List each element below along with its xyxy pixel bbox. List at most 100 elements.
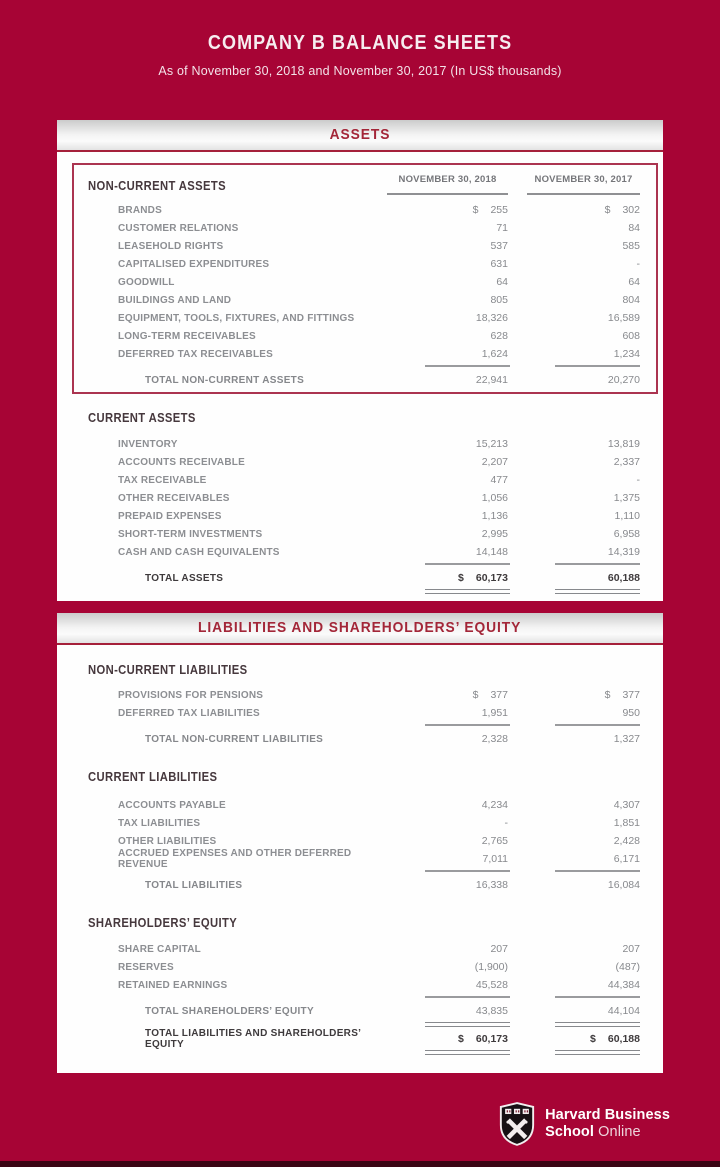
amount: (1,900): [474, 961, 508, 973]
value-2017: -: [527, 258, 641, 270]
liabilities-panel: LIABILITIES AND SHAREHOLDERS’ EQUITY NON…: [57, 613, 663, 1073]
value-2018: 4,234: [387, 799, 508, 811]
amount: 2,765: [481, 835, 508, 847]
amount: 15,213: [475, 438, 508, 450]
amount: 44,104: [607, 1005, 640, 1017]
column-header-2017: NOVEMBER 30, 2017: [527, 174, 640, 195]
row-label: ACCRUED EXPENSES AND OTHER DEFERRED REVE…: [118, 848, 352, 870]
amount: 44,384: [607, 979, 640, 991]
row-label: CAPITALISED EXPENDITURES: [118, 258, 270, 270]
value-2017: 2,428: [527, 835, 640, 847]
table-row: LONG-TERM RECEIVABLES 628 608: [57, 327, 663, 345]
amount: 14,148: [475, 546, 508, 558]
row-label: EQUIPMENT, TOOLS, FIXTURES, AND FITTINGS: [118, 312, 355, 324]
row-label: INVENTORY: [118, 438, 178, 450]
total-label: TOTAL LIABILITIES: [145, 879, 243, 891]
row-label: TAX RECEIVABLE: [118, 474, 207, 486]
value-2017: 4,307: [527, 799, 640, 811]
section-head-current-assets: CURRENT ASSETS: [57, 409, 663, 427]
logo-line1: Harvard Business: [545, 1107, 670, 1123]
table-row: EQUIPMENT, TOOLS, FIXTURES, AND FITTINGS…: [57, 309, 663, 327]
row-label: TAX LIABILITIES: [118, 817, 201, 829]
amount: 628: [490, 330, 508, 342]
value-2017: 1,234: [527, 348, 640, 360]
amount: 2,328: [481, 733, 508, 745]
table-row: CUSTOMER RELATIONS 71 84: [57, 219, 663, 237]
value-2018: -: [387, 817, 509, 829]
total-row: TOTAL LIABILITIES 16,338 16,084: [57, 876, 663, 894]
currency-symbol: $: [458, 572, 464, 584]
table-row: ACCRUED EXPENSES AND OTHER DEFERRED REVE…: [57, 848, 663, 870]
amount: 608: [622, 330, 640, 342]
total-label: TOTAL SHAREHOLDERS’ EQUITY: [145, 1005, 314, 1017]
amount: 71: [496, 222, 508, 234]
single-rule: [57, 870, 663, 873]
current-liabilities-rows: ACCOUNTS PAYABLE 4,234 4,307 TAX LIABILI…: [57, 796, 663, 870]
noncurrent-assets-rows: BRANDS $255 $302 CUSTOMER RELATIONS 71 8…: [57, 201, 663, 363]
value-2017: $377: [527, 689, 640, 701]
total-row: TOTAL NON-CURRENT ASSETS 22,941 20,270: [57, 371, 663, 389]
table-row: BRANDS $255 $302: [57, 201, 663, 219]
table-row: CASH AND CASH EQUIVALENTS 14,148 14,319: [57, 543, 663, 561]
value-2017: 14,319: [527, 546, 640, 558]
table-row: BUILDINGS AND LAND 805 804: [57, 291, 663, 309]
amount: 1,951: [481, 707, 508, 719]
value-2017: 1,327: [527, 733, 640, 745]
hbs-shield-icon: [499, 1102, 535, 1146]
amount: -: [504, 817, 509, 829]
amount: (487): [615, 961, 640, 973]
amount: 43,835: [475, 1005, 508, 1017]
value-2018: 7,011: [387, 853, 509, 865]
row-label: OTHER LIABILITIES: [118, 835, 217, 847]
value-2017: 16,084: [527, 879, 640, 891]
amount: 377: [490, 689, 508, 701]
value-2018: (1,900): [387, 961, 508, 973]
table-row: RETAINED EARNINGS 45,528 44,384: [57, 976, 663, 994]
single-rule: [57, 365, 663, 368]
amount: 2,207: [481, 456, 508, 468]
section-head-shareholders-equity: SHAREHOLDERS’ EQUITY: [57, 914, 663, 932]
table-row: RESERVES (1,900) (487): [57, 958, 663, 976]
value-2018: 805: [387, 294, 508, 306]
value-2017: (487): [527, 961, 640, 973]
amount: 45,528: [475, 979, 508, 991]
double-rule: [57, 1050, 663, 1055]
value-2017: 207: [527, 943, 640, 955]
value-2017: 6,958: [527, 528, 640, 540]
value-2018: 18,326: [387, 312, 508, 324]
page-subtitle: As of November 30, 2018 and November 30,…: [158, 64, 562, 78]
section-title: CURRENT ASSETS: [88, 411, 196, 425]
row-label: ACCOUNTS RECEIVABLE: [118, 456, 245, 468]
currency-symbol: $: [604, 689, 611, 701]
amount: 1,851: [613, 817, 640, 829]
row-label: SHORT-TERM INVESTMENTS: [118, 528, 263, 540]
value-2018: 2,328: [387, 733, 508, 745]
row-label: SHARE CAPITAL: [118, 943, 201, 955]
amount: 1,234: [613, 348, 640, 360]
amount: 4,307: [613, 799, 640, 811]
row-label: PREPAID EXPENSES: [118, 510, 222, 522]
row-label: DEFERRED TAX LIABILITIES: [118, 707, 260, 719]
grand-total-row: TOTAL LIABILITIES AND SHAREHOLDERS’ EQUI…: [57, 1028, 663, 1050]
table-row: OTHER LIABILITIES 2,765 2,428: [57, 832, 663, 850]
row-label: DEFERRED TAX RECEIVABLES: [118, 348, 274, 360]
value-2018: 64: [387, 276, 508, 288]
value-2017: 2,337: [527, 456, 640, 468]
amount: 805: [490, 294, 508, 306]
row-label: CUSTOMER RELATIONS: [118, 222, 239, 234]
amount: 7,011: [482, 853, 509, 865]
section-title: CURRENT LIABILITIES: [88, 770, 218, 784]
value-2017: 84: [527, 222, 640, 234]
value-2018: 43,835: [387, 1005, 508, 1017]
amount: 1,136: [481, 510, 508, 522]
value-2018: 2,207: [387, 456, 508, 468]
value-2018: 628: [387, 330, 508, 342]
section-title: NON-CURRENT ASSETS: [88, 179, 226, 193]
section-head-noncurrent-liabilities: NON-CURRENT LIABILITIES: [57, 661, 663, 679]
amount: 255: [490, 204, 508, 216]
table-row: TAX RECEIVABLE 477 -: [57, 471, 663, 489]
value-2018: 15,213: [387, 438, 508, 450]
value-2018: 631: [387, 258, 508, 270]
value-2017: 608: [527, 330, 640, 342]
liabilities-panel-header: LIABILITIES AND SHAREHOLDERS’ EQUITY: [57, 613, 663, 645]
